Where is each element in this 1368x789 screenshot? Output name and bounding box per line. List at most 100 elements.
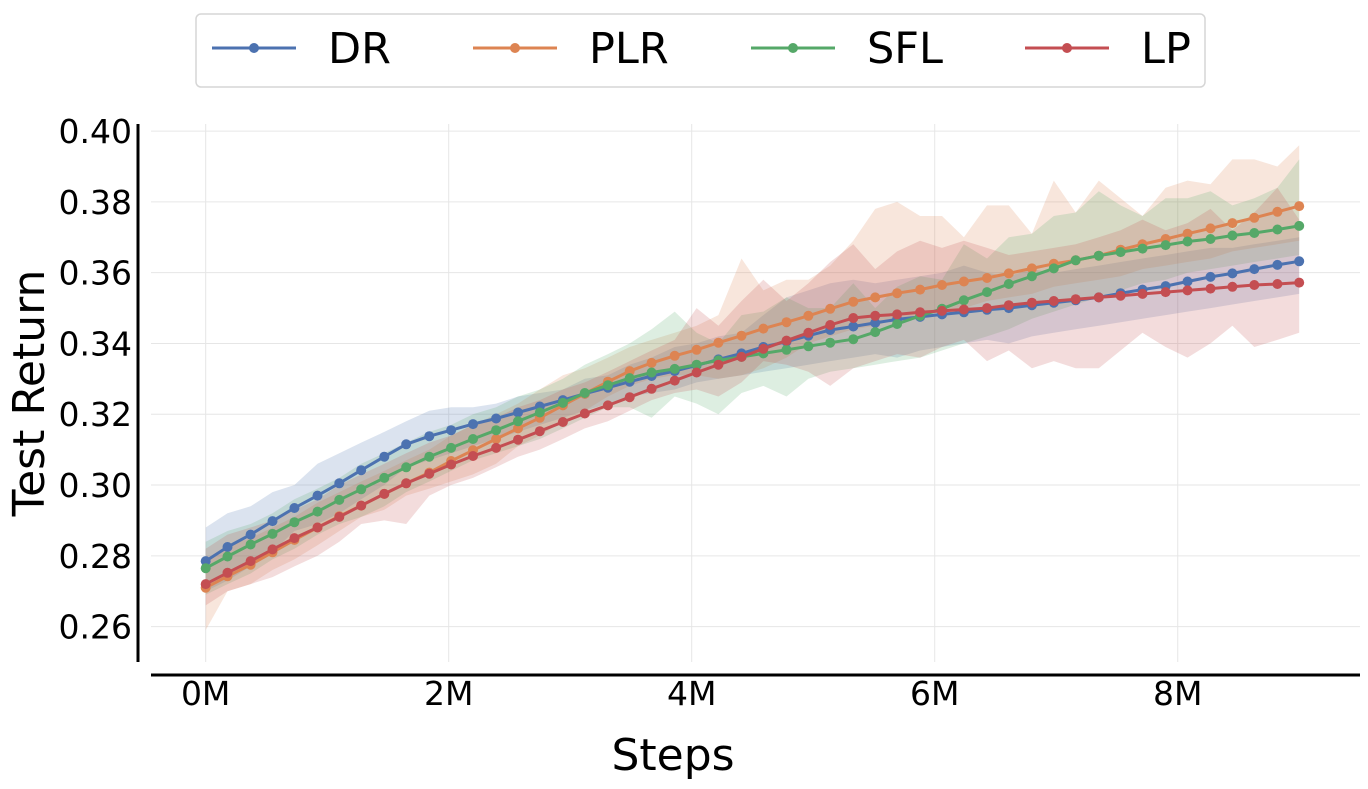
point-plr: [825, 303, 836, 314]
point-dr: [446, 425, 457, 436]
point-sfl: [803, 341, 814, 352]
y-tick-label: 0.34: [59, 324, 132, 363]
point-sfl: [446, 442, 457, 453]
point-lp: [736, 351, 747, 362]
point-plr: [758, 323, 769, 334]
point-plr: [1227, 218, 1238, 229]
point-lp: [781, 335, 792, 346]
point-sfl: [1294, 220, 1305, 231]
x-axis-title: Steps: [611, 730, 734, 781]
point-lp: [446, 459, 457, 470]
point-sfl: [1137, 243, 1148, 254]
point-sfl: [958, 295, 969, 306]
point-lp: [245, 556, 256, 567]
point-lp: [1137, 288, 1148, 299]
point-sfl: [1205, 234, 1216, 244]
point-lp: [1272, 279, 1283, 289]
tick-labels: 0M 2M 4M 6M 8M 0.26 0.28 0.30 0.32 0.34 0.36 0.38 0.…: [59, 112, 1203, 713]
point-dr: [200, 556, 211, 567]
y-tick-label: 0.40: [59, 112, 132, 151]
point-lp: [312, 522, 323, 533]
point-sfl: [1160, 240, 1171, 251]
point-dr: [245, 529, 256, 540]
point-plr: [1003, 268, 1014, 279]
point-lp: [289, 533, 300, 544]
point-lp: [1227, 281, 1238, 292]
point-dr: [312, 490, 323, 501]
point-lp: [1115, 290, 1126, 301]
point-lp: [1026, 297, 1037, 308]
point-sfl: [1093, 250, 1104, 261]
point-plr: [713, 337, 724, 348]
y-tick-label: 0.38: [59, 183, 132, 222]
point-sfl: [245, 539, 256, 550]
point-plr: [491, 434, 502, 444]
legend-marker-dr: [249, 43, 259, 53]
point-plr: [1272, 206, 1283, 217]
legend-marker-lp: [1062, 43, 1072, 53]
point-dr: [468, 419, 478, 430]
point-sfl: [870, 327, 881, 338]
point-plr: [915, 284, 926, 295]
y-tick-label: 0.28: [59, 537, 132, 576]
point-sfl: [356, 484, 367, 495]
legend-item-plr: PLR: [473, 24, 669, 74]
point-sfl: [200, 563, 211, 574]
axes: [136, 124, 1360, 677]
point-dr: [334, 478, 345, 489]
point-dr: [1272, 259, 1283, 270]
point-lp: [468, 451, 478, 461]
point-dr: [379, 451, 390, 462]
point-lp: [713, 359, 724, 370]
point-sfl: [579, 388, 590, 398]
point-lp: [1048, 296, 1059, 306]
point-dr: [356, 465, 367, 476]
point-dr: [222, 542, 233, 552]
point-lp: [534, 426, 545, 437]
point-plr: [1026, 263, 1037, 274]
point-lp: [758, 343, 769, 354]
point-plr: [982, 273, 992, 283]
point-sfl: [289, 517, 300, 528]
point-plr: [892, 288, 903, 299]
x-tick-label: 0M: [181, 674, 230, 713]
point-lp: [334, 511, 345, 522]
point-sfl: [267, 528, 278, 539]
point-sfl: [1182, 236, 1193, 247]
point-sfl: [646, 367, 657, 378]
point-plr: [1182, 228, 1193, 239]
point-plr: [803, 310, 814, 321]
point-lp: [1093, 292, 1104, 303]
x-tick-label: 6M: [910, 674, 959, 713]
band-dr: [205, 237, 1300, 592]
point-plr: [1205, 223, 1216, 234]
point-dr: [870, 317, 881, 328]
point-sfl: [534, 407, 545, 418]
point-lp: [379, 488, 390, 499]
y-tick-label: 0.26: [59, 608, 132, 647]
point-plr: [848, 296, 859, 307]
point-lp: [870, 310, 881, 321]
point-sfl: [401, 462, 412, 473]
point-plr: [937, 280, 947, 290]
point-lp: [1003, 300, 1014, 311]
point-sfl: [557, 397, 568, 408]
point-lp: [669, 375, 680, 386]
point-dr: [424, 431, 435, 442]
x-tick-label: 8M: [1153, 674, 1202, 713]
point-dr: [289, 503, 300, 513]
point-sfl: [1048, 263, 1059, 274]
legend-label-sfl: SFL: [867, 24, 943, 74]
confidence-bands: [205, 145, 1300, 631]
legend-label-lp: LP: [1141, 24, 1191, 74]
point-lp: [267, 544, 278, 555]
legend: DR PLR SFL LP: [195, 13, 1206, 88]
point-sfl: [825, 337, 836, 348]
point-plr: [624, 366, 635, 377]
point-lp: [602, 400, 613, 411]
legend-label-plr: PLR: [589, 24, 669, 74]
point-lp: [579, 408, 590, 419]
point-plr: [736, 330, 747, 341]
point-plr: [1294, 201, 1305, 212]
point-lp: [691, 367, 702, 378]
